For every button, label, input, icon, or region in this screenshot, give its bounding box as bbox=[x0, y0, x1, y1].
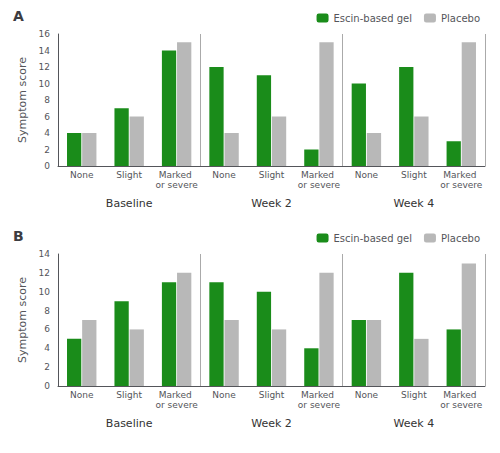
svg-text:14: 14 bbox=[39, 46, 51, 56]
svg-text:or severe: or severe bbox=[440, 180, 483, 190]
svg-text:12: 12 bbox=[39, 268, 50, 278]
svg-text:Slight: Slight bbox=[259, 390, 285, 400]
svg-text:16: 16 bbox=[39, 29, 51, 39]
svg-text:4: 4 bbox=[44, 343, 50, 353]
svg-text:Escin-based gel: Escin-based gel bbox=[334, 233, 412, 244]
svg-text:Placebo: Placebo bbox=[441, 13, 480, 24]
svg-text:10: 10 bbox=[39, 79, 51, 89]
svg-text:None: None bbox=[70, 390, 94, 400]
svg-text:6: 6 bbox=[44, 112, 50, 122]
svg-text:2: 2 bbox=[44, 362, 50, 372]
svg-text:Marked: Marked bbox=[443, 170, 479, 180]
svg-text:None: None bbox=[70, 170, 94, 180]
svg-text:14: 14 bbox=[39, 249, 51, 259]
svg-text:Week 2: Week 2 bbox=[251, 417, 292, 430]
svg-text:None: None bbox=[355, 390, 379, 400]
svg-text:None: None bbox=[212, 170, 236, 180]
svg-text:Marked: Marked bbox=[301, 390, 337, 400]
svg-text:Slight: Slight bbox=[401, 390, 427, 400]
svg-text:A: A bbox=[13, 8, 24, 24]
svg-text:6: 6 bbox=[44, 324, 50, 334]
svg-text:0: 0 bbox=[44, 161, 50, 171]
svg-text:None: None bbox=[355, 170, 379, 180]
svg-text:10: 10 bbox=[39, 287, 51, 297]
svg-text:B: B bbox=[13, 228, 24, 244]
svg-text:Marked: Marked bbox=[159, 170, 195, 180]
svg-text:Slight: Slight bbox=[116, 170, 142, 180]
svg-text:Slight: Slight bbox=[259, 170, 285, 180]
svg-text:Marked: Marked bbox=[301, 170, 337, 180]
svg-text:Escin-based gel: Escin-based gel bbox=[334, 13, 412, 24]
svg-text:or severe: or severe bbox=[298, 400, 341, 410]
svg-text:8: 8 bbox=[44, 95, 50, 105]
svg-text:8: 8 bbox=[44, 306, 50, 316]
svg-text:Slight: Slight bbox=[116, 390, 142, 400]
svg-text:2: 2 bbox=[44, 145, 50, 155]
svg-text:4: 4 bbox=[44, 128, 50, 138]
svg-text:Week 2: Week 2 bbox=[251, 197, 292, 210]
svg-text:12: 12 bbox=[39, 62, 50, 72]
svg-text:Baseline: Baseline bbox=[106, 417, 153, 430]
svg-text:Week 4: Week 4 bbox=[394, 197, 435, 210]
svg-text:or severe: or severe bbox=[156, 180, 199, 190]
svg-text:None: None bbox=[212, 390, 236, 400]
svg-text:or severe: or severe bbox=[298, 180, 341, 190]
svg-text:or severe: or severe bbox=[440, 400, 483, 410]
svg-text:0: 0 bbox=[44, 381, 50, 391]
svg-text:Marked: Marked bbox=[443, 390, 479, 400]
svg-text:Symptom score: Symptom score bbox=[16, 57, 29, 143]
svg-text:or severe: or severe bbox=[156, 400, 199, 410]
svg-text:Baseline: Baseline bbox=[106, 197, 153, 210]
svg-text:Week 4: Week 4 bbox=[394, 417, 435, 430]
svg-text:Marked: Marked bbox=[159, 390, 195, 400]
svg-text:Symptom score: Symptom score bbox=[16, 277, 29, 363]
svg-text:Placebo: Placebo bbox=[441, 233, 480, 244]
svg-text:Slight: Slight bbox=[401, 170, 427, 180]
